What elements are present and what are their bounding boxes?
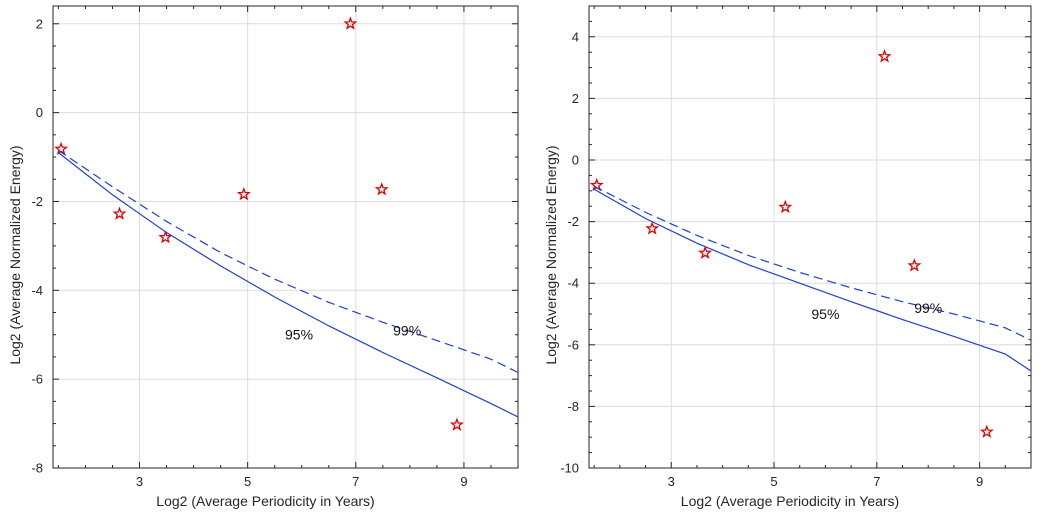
data-point-star	[374, 182, 389, 196]
x-tick-label: 3	[668, 474, 675, 489]
confidence-95-line	[58, 152, 518, 418]
y-tick-label: 4	[572, 29, 579, 44]
y-tick-label: -2	[567, 214, 579, 229]
curve-label: 99%	[393, 322, 421, 338]
plot-frame	[52, 5, 519, 469]
data-point-star	[54, 141, 69, 155]
y-tick-label: 0	[36, 105, 43, 120]
data-point-star	[343, 16, 358, 30]
y-tick-label: -4	[567, 276, 579, 291]
y-tick-label: -4	[31, 283, 43, 298]
plot-frame	[588, 5, 1032, 469]
y-axis-title: Log2 (Average Normalized Energy)	[7, 145, 23, 364]
x-tick-label: 9	[976, 474, 983, 489]
confidence-99-line	[593, 185, 1031, 341]
y-tick-label: -6	[31, 372, 43, 387]
data-point-star	[698, 245, 713, 259]
data-point-star	[449, 417, 464, 431]
x-tick-label: 5	[244, 474, 251, 489]
x-tick-label: 9	[460, 474, 467, 489]
data-point-star	[236, 186, 251, 201]
data-point-star	[112, 206, 127, 220]
data-point-star	[645, 221, 660, 235]
x-axis-title: Log2 (Average Periodicity in Years)	[156, 493, 374, 509]
x-tick-label: 7	[352, 474, 359, 489]
y-tick-label: -8	[567, 399, 579, 414]
chart-panel-2: 3 5 7 9 4 2 0 -2 -4 -6 -8 -10 Log2 (Average Periodic…	[543, 5, 1032, 509]
x-axis-title: Log2 (Average Periodicity in Years)	[681, 493, 899, 509]
data-point-star	[877, 49, 892, 63]
confidence-99-line	[58, 149, 518, 374]
curve-label: 95%	[285, 327, 313, 343]
data-point-star	[778, 199, 793, 214]
x-tick-label: 5	[770, 474, 777, 489]
y-tick-label: -10	[560, 461, 579, 476]
data-point-star	[907, 258, 922, 272]
curve-label: 99%	[914, 300, 942, 316]
y-tick-label: 0	[572, 153, 579, 168]
y-tick-label: 2	[36, 16, 43, 31]
data-point-star	[158, 230, 173, 244]
data-point-star	[979, 424, 994, 438]
y-tick-label: -2	[31, 194, 43, 209]
x-tick-label: 3	[136, 474, 143, 489]
chart-panel-1: 3 5 7 9 2 0 -2 -4 -6 -8 Log2 (Average Periodicity …	[7, 5, 519, 509]
y-tick-label: -6	[567, 337, 579, 352]
x-tick-label: 7	[873, 474, 880, 489]
y-tick-label: -8	[31, 461, 43, 476]
confidence-95-line	[593, 188, 1031, 372]
y-tick-label: 2	[572, 91, 579, 106]
y-axis-title: Log2 (Average Normalized Energy)	[543, 145, 559, 364]
curve-label: 95%	[811, 306, 839, 322]
